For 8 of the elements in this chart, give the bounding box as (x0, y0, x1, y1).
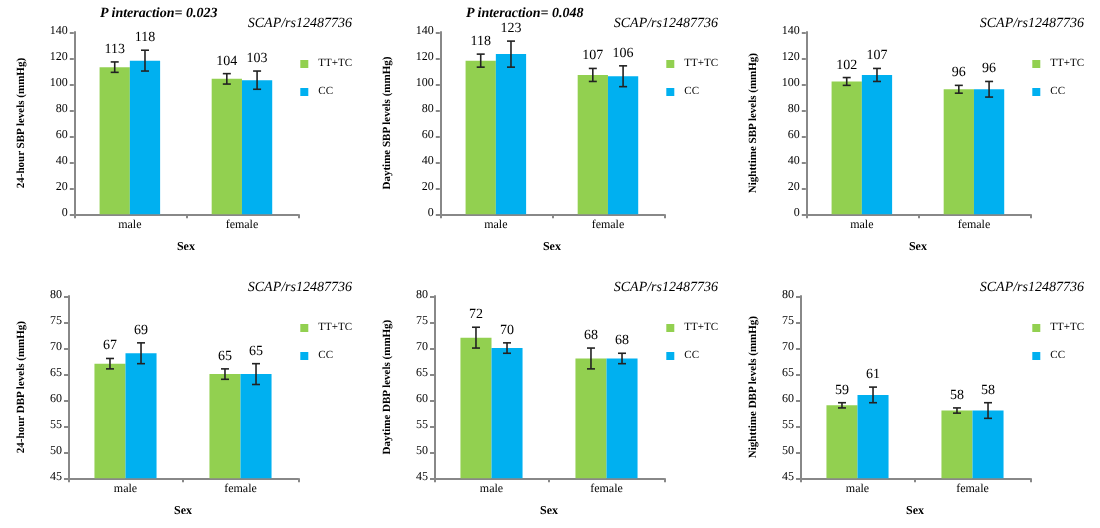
bar (211, 78, 242, 215)
bar (129, 60, 161, 215)
bar (99, 67, 130, 215)
bar (607, 76, 639, 215)
bar (495, 54, 527, 215)
bar (241, 80, 273, 215)
bar (577, 74, 608, 215)
bar (465, 60, 496, 215)
